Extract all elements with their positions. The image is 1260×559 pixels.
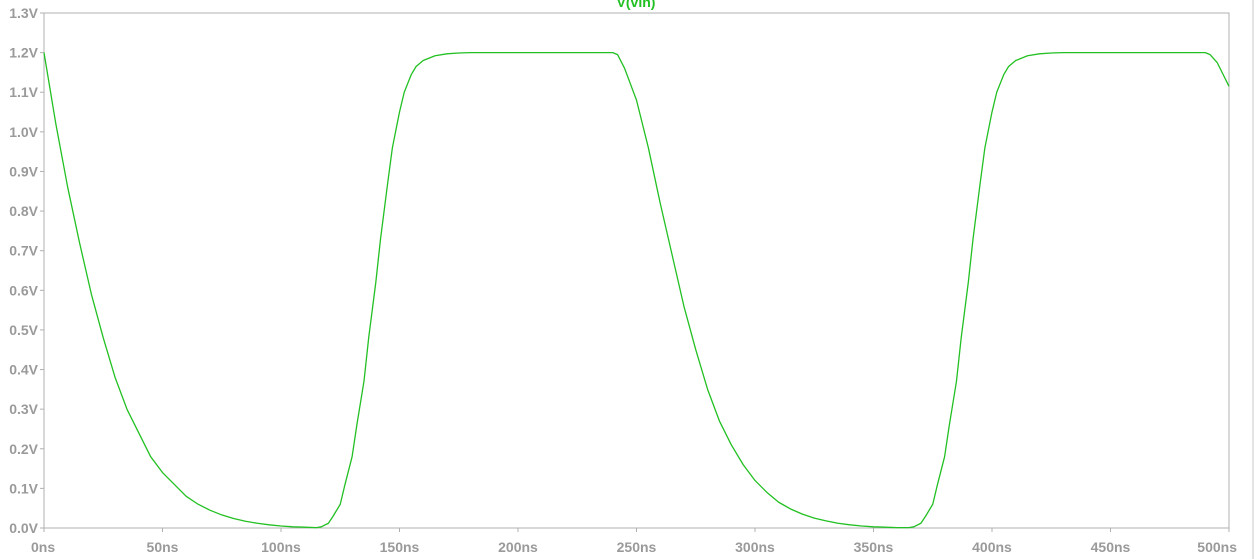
x-tick-label: 300ns xyxy=(735,539,775,555)
y-tick-label: 1.2V xyxy=(9,45,38,61)
x-tick-label: 250ns xyxy=(617,539,657,555)
y-tick-label: 0.8V xyxy=(9,203,38,219)
y-tick-label: 0.5V xyxy=(9,322,38,338)
plot-frame xyxy=(43,12,1230,529)
x-axis: 0ns 50ns 100ns 150ns 200ns 250ns 300ns 350ns 400… xyxy=(31,528,1237,555)
y-tick-label: 0.0V xyxy=(9,520,38,536)
x-tick-label: 400ns xyxy=(972,539,1012,555)
x-tick-label: 0ns xyxy=(31,539,55,555)
y-axis: 0.0V 0.1V 0.2V 0.3V 0.4V 0.5V 0.6V 0.7V 0.8V 0.9V… xyxy=(9,5,44,536)
y-tick-label: 1.0V xyxy=(9,124,38,140)
chart-title: V(vin) xyxy=(617,0,656,10)
y-tick-label: 0.9V xyxy=(9,163,38,179)
x-tick-label: 200ns xyxy=(498,539,538,555)
x-tick-label: 50ns xyxy=(147,539,179,555)
x-tick-label: 150ns xyxy=(380,539,420,555)
x-tick-label: 350ns xyxy=(854,539,894,555)
series-line xyxy=(43,51,1230,529)
y-tick-label: 0.2V xyxy=(9,441,38,457)
y-tick-label: 0.6V xyxy=(9,282,38,298)
y-tick-label: 0.3V xyxy=(9,401,38,417)
y-tick-label: 0.4V xyxy=(9,362,38,378)
x-tick-label: 450ns xyxy=(1091,539,1131,555)
y-tick-label: 0.1V xyxy=(9,480,38,496)
x-tick-label: 100ns xyxy=(261,539,301,555)
x-tick-label: 500ns xyxy=(1197,539,1237,555)
y-tick-label: 1.1V xyxy=(9,84,38,100)
series-group xyxy=(43,51,1230,529)
y-tick-label: 0.7V xyxy=(9,243,38,259)
y-tick-label: 1.3V xyxy=(9,5,38,21)
